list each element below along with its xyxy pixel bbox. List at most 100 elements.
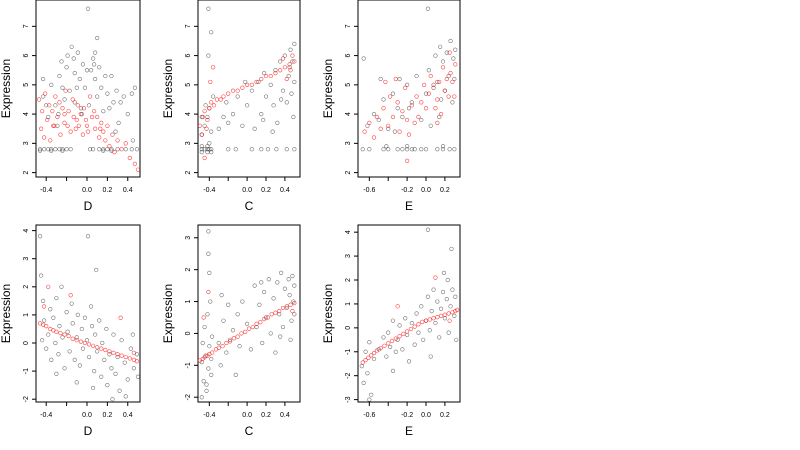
data-point (51, 315, 56, 320)
data-point (259, 147, 264, 152)
data-point (249, 147, 254, 152)
data-point (70, 97, 75, 102)
data-point (64, 309, 69, 315)
data-point (60, 335, 65, 340)
data-point (204, 126, 209, 131)
data-point (288, 68, 293, 73)
data-point (367, 397, 372, 402)
data-point (419, 147, 424, 152)
data-point (259, 280, 264, 285)
data-point (38, 126, 44, 131)
data-point (224, 350, 229, 355)
data-point (252, 283, 257, 288)
x-tick-label: 0.4 (123, 187, 133, 194)
data-point (92, 109, 97, 114)
data-point (292, 301, 297, 306)
data-point (122, 360, 127, 365)
data-point (367, 147, 372, 152)
plot-frame (197, 0, 301, 178)
plot-frame (35, 0, 141, 178)
data-point (423, 318, 429, 323)
data-point (101, 148, 106, 153)
data-point (367, 340, 372, 345)
y-tick-label: 1 (345, 302, 352, 306)
data-point (201, 379, 206, 384)
data-point (259, 76, 264, 82)
data-point (406, 359, 412, 364)
data-point (428, 73, 433, 79)
y-tick-label: 2 (23, 171, 30, 175)
data-point (442, 316, 447, 321)
data-point (132, 85, 138, 90)
data-point (451, 56, 456, 61)
data-point (205, 117, 210, 123)
data-point (199, 147, 204, 152)
data-point (68, 129, 73, 134)
data-point (291, 114, 296, 120)
data-point (107, 352, 112, 357)
y-tick-label: 0 (185, 331, 192, 335)
data-point (450, 100, 455, 105)
data-point (125, 111, 130, 117)
data-point (87, 147, 93, 152)
data-point (444, 50, 449, 55)
data-point (288, 302, 293, 307)
data-point (435, 97, 440, 102)
data-point (60, 106, 65, 111)
data-point (90, 147, 96, 152)
data-point (135, 167, 141, 172)
data-point (207, 344, 212, 349)
data-point (292, 59, 297, 64)
data-point (245, 321, 250, 326)
data-point (37, 234, 43, 239)
data-point (107, 106, 112, 111)
data-point (378, 346, 383, 351)
data-point (393, 336, 398, 341)
x-tick-label: -0.6 (363, 187, 375, 194)
data-point (97, 135, 102, 140)
x-tick-label: 0.2 (440, 187, 450, 194)
data-point (448, 304, 453, 309)
data-point (118, 100, 123, 105)
y-tick-label: -1 (345, 349, 352, 355)
data-point (207, 141, 212, 146)
data-point (403, 85, 408, 90)
data-point (381, 106, 386, 111)
data-point (288, 47, 293, 52)
y-tick-label: 3 (345, 141, 352, 145)
data-point (395, 100, 400, 105)
data-point (231, 336, 236, 341)
data-point (100, 340, 105, 346)
data-point (85, 129, 91, 134)
data-point (406, 132, 412, 137)
data-point (414, 311, 419, 316)
data-point (286, 277, 291, 282)
data-point (268, 73, 273, 79)
data-point (378, 76, 383, 82)
data-point (444, 297, 449, 302)
data-point (208, 79, 213, 85)
data-point (453, 62, 458, 67)
data-point (211, 103, 217, 108)
data-point (74, 380, 79, 385)
x-tick-label: 0.4 (280, 412, 290, 419)
data-point (71, 114, 76, 120)
data-point (95, 349, 100, 354)
data-point (60, 147, 65, 152)
data-point (72, 100, 77, 105)
data-point (447, 147, 452, 152)
data-point (292, 147, 297, 152)
data-point (125, 377, 130, 382)
data-point (284, 100, 289, 105)
data-point (381, 147, 386, 152)
data-point (429, 309, 434, 314)
data-point (363, 358, 368, 363)
x-tick-label: 0.0 (421, 187, 431, 194)
data-point (431, 316, 436, 321)
data-point (44, 324, 49, 329)
data-point (405, 329, 410, 334)
data-point (428, 354, 433, 359)
data-point (202, 324, 207, 330)
data-point (452, 94, 457, 99)
series-0 (199, 229, 297, 400)
